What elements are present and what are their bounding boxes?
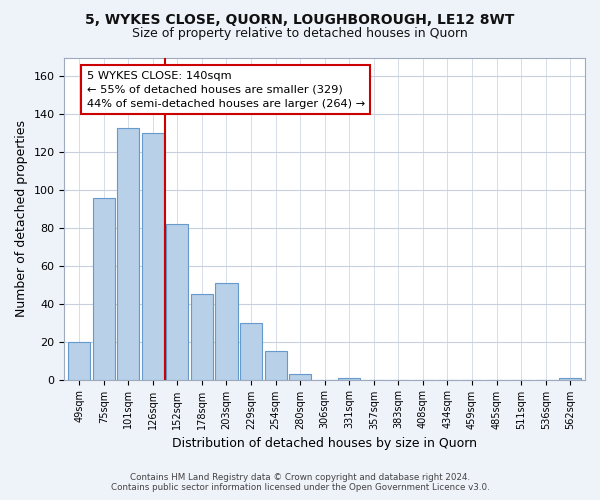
Bar <box>68 342 90 380</box>
Text: 5 WYKES CLOSE: 140sqm
← 55% of detached houses are smaller (329)
44% of semi-det: 5 WYKES CLOSE: 140sqm ← 55% of detached … <box>86 71 365 109</box>
Bar <box>191 294 213 380</box>
Bar <box>559 378 581 380</box>
Bar <box>142 134 164 380</box>
X-axis label: Distribution of detached houses by size in Quorn: Distribution of detached houses by size … <box>172 437 477 450</box>
Y-axis label: Number of detached properties: Number of detached properties <box>15 120 28 317</box>
Bar <box>240 322 262 380</box>
Bar <box>166 224 188 380</box>
Text: 5, WYKES CLOSE, QUORN, LOUGHBOROUGH, LE12 8WT: 5, WYKES CLOSE, QUORN, LOUGHBOROUGH, LE1… <box>85 12 515 26</box>
Bar <box>92 198 115 380</box>
Bar <box>338 378 361 380</box>
Bar <box>117 128 139 380</box>
Bar <box>289 374 311 380</box>
Text: Contains HM Land Registry data © Crown copyright and database right 2024.
Contai: Contains HM Land Registry data © Crown c… <box>110 473 490 492</box>
Bar <box>265 351 287 380</box>
Text: Size of property relative to detached houses in Quorn: Size of property relative to detached ho… <box>132 28 468 40</box>
Bar <box>215 283 238 380</box>
